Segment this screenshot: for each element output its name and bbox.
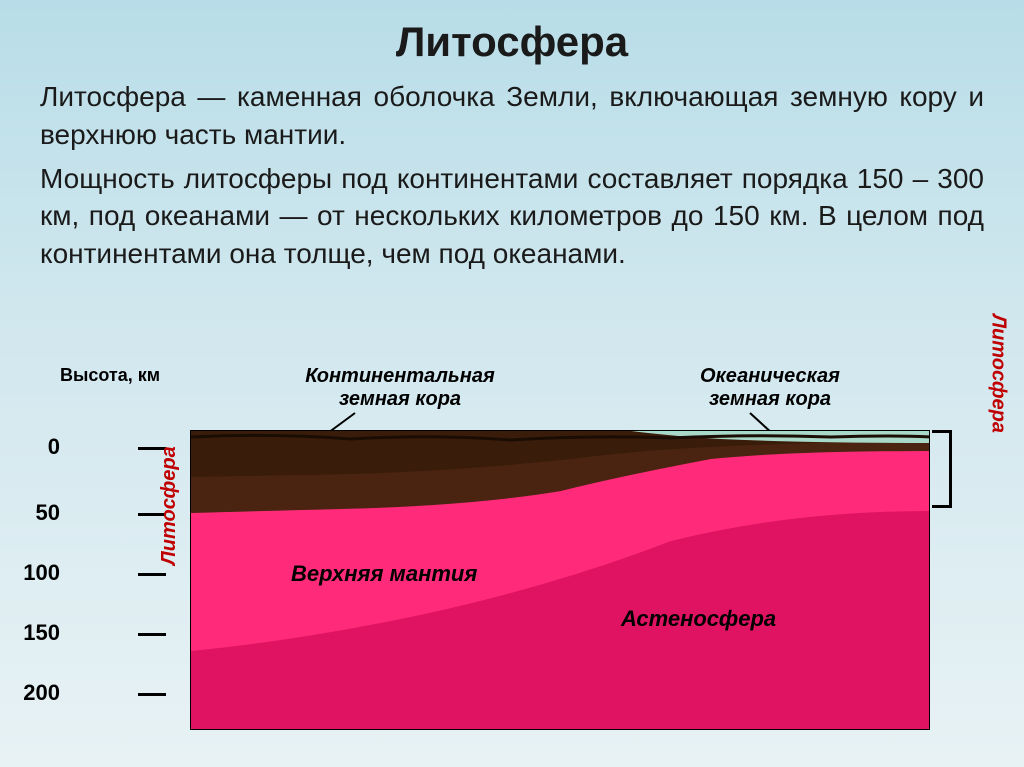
paragraph-2: Мощность литосферы под континентами сост… — [40, 160, 984, 273]
side-label-lithosphere-right: Литосфера — [987, 314, 1010, 433]
tick-mark — [138, 573, 166, 576]
yaxis-title: Высота, км — [60, 365, 160, 386]
page-title: Литосфера — [0, 0, 1024, 78]
lithosphere-diagram: Высота, км 050100150200 Литосфера Контин… — [60, 365, 980, 745]
paragraph-1: Литосфера — каменная оболочка Земли, вкл… — [40, 78, 984, 154]
tick-mark — [138, 633, 166, 636]
lithosphere-bracket — [932, 430, 952, 508]
label-upper-mantle: Верхняя мантия — [291, 561, 477, 587]
cross-section-chart: Верхняя мантия Астеносфера — [190, 430, 930, 730]
side-label-lithosphere-left: Литосфера — [158, 446, 181, 565]
tick-mark — [138, 693, 166, 696]
body-text: Литосфера — каменная оболочка Земли, вкл… — [0, 78, 1024, 273]
label-asthenosphere: Астеносфера — [621, 606, 776, 632]
